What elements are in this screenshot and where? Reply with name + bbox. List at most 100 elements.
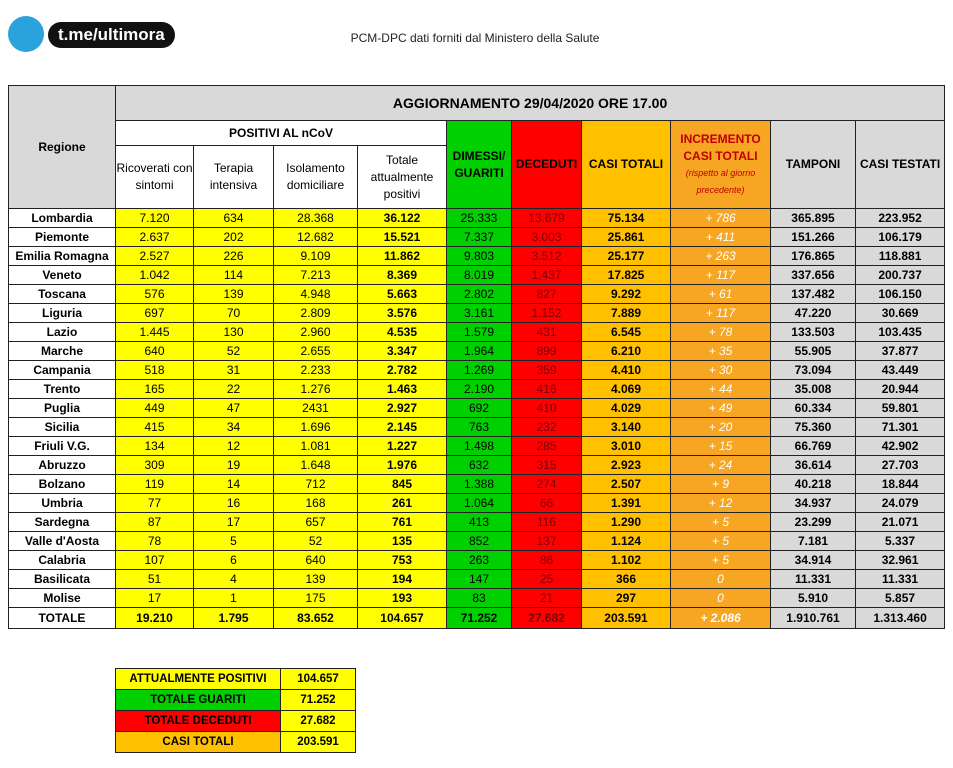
value-cell: 2.190 <box>446 379 512 399</box>
value-cell: 1.388 <box>446 474 512 494</box>
value-cell: 22 <box>193 379 274 399</box>
value-cell: 151.266 <box>770 227 856 247</box>
summary-value: 27.682 <box>280 710 356 732</box>
value-cell: + 24 <box>670 455 771 475</box>
value-cell: 3.010 <box>581 436 671 456</box>
value-cell: 21 <box>511 588 582 608</box>
value-cell: 8.369 <box>357 265 447 285</box>
value-cell: 2.637 <box>115 227 194 247</box>
value-cell: 4.535 <box>357 322 447 342</box>
value-cell: 137 <box>511 531 582 551</box>
region-cell: TOTALE <box>8 607 116 629</box>
table-row: Lazio 1.445 130 2.960 4.535 1.579 431 6.545 + 78… <box>8 322 946 342</box>
region-cell: Molise <box>8 588 116 608</box>
value-cell: + 117 <box>670 303 771 323</box>
value-cell: 2.802 <box>446 284 512 304</box>
region-cell: Puglia <box>8 398 116 418</box>
value-cell: 1.696 <box>273 417 358 437</box>
table-title: AGGIORNAMENTO 29/04/2020 ORE 17.00 <box>114 85 946 121</box>
value-cell: 274 <box>511 474 582 494</box>
value-cell: 4 <box>193 569 274 589</box>
column-header: CASI TOTALI <box>581 120 671 209</box>
data-table: Regione AGGIORNAMENTO 29/04/2020 ORE 17.0… <box>8 85 946 629</box>
value-cell: 5.337 <box>854 531 946 551</box>
value-cell: 25.861 <box>581 227 671 247</box>
value-cell: 5.857 <box>854 588 946 608</box>
column-header: TAMPONI <box>770 120 856 209</box>
value-cell: 1.124 <box>581 531 671 551</box>
value-cell: 34 <box>193 417 274 437</box>
value-cell: 35.008 <box>770 379 856 399</box>
value-cell: 17.825 <box>581 265 671 285</box>
value-cell: 60.334 <box>770 398 856 418</box>
value-cell: 632 <box>446 455 512 475</box>
table-row: Calabria 107 6 640 753 263 86 1.102 + 5 34.914 32.… <box>8 550 946 570</box>
value-cell: 712 <box>273 474 358 494</box>
value-cell: 6.545 <box>581 322 671 342</box>
value-cell: 315 <box>511 455 582 475</box>
value-cell: + 5 <box>670 550 771 570</box>
table-row: Campania 518 31 2.233 2.782 1.269 359 4.410 + 30… <box>8 360 946 380</box>
value-cell: 2.923 <box>581 455 671 475</box>
table-row: TOTALE 19.210 1.795 83.652 104.657 71.252 27.6… <box>8 607 946 629</box>
value-cell: 413 <box>446 512 512 532</box>
region-cell: Friuli V.G. <box>8 436 116 456</box>
region-cell: Toscana <box>8 284 116 304</box>
value-cell: 75.360 <box>770 417 856 437</box>
value-cell: 657 <box>273 512 358 532</box>
column-header: Terapia intensiva <box>193 145 274 209</box>
value-cell: 86 <box>511 550 582 570</box>
value-cell: 3.512 <box>511 246 582 266</box>
value-cell: 55.905 <box>770 341 856 361</box>
value-cell: 25.333 <box>446 208 512 228</box>
value-cell: + 263 <box>670 246 771 266</box>
value-cell: 634 <box>193 208 274 228</box>
region-cell: Bolzano <box>8 474 116 494</box>
value-cell: 137.482 <box>770 284 856 304</box>
value-cell: + 49 <box>670 398 771 418</box>
value-cell: 24.079 <box>854 493 946 513</box>
value-cell: 134 <box>115 436 194 456</box>
region-cell: Calabria <box>8 550 116 570</box>
value-cell: 42.902 <box>854 436 946 456</box>
value-cell: 223.952 <box>854 208 946 228</box>
value-cell: 1.795 <box>193 607 274 629</box>
value-cell: 71.301 <box>854 417 946 437</box>
value-cell: 2.145 <box>357 417 447 437</box>
value-cell: 11.331 <box>854 569 946 589</box>
value-cell: 119 <box>115 474 194 494</box>
value-cell: 77 <box>115 493 194 513</box>
value-cell: 1.910.761 <box>770 607 856 629</box>
value-cell: 1.269 <box>446 360 512 380</box>
value-cell: 4.410 <box>581 360 671 380</box>
value-cell: + 20 <box>670 417 771 437</box>
value-cell: 285 <box>511 436 582 456</box>
value-cell: 106.150 <box>854 284 946 304</box>
telegram-icon <box>8 16 44 52</box>
value-cell: + 786 <box>670 208 771 228</box>
table-row: Basilicata 51 4 139 194 147 25 366 0 11.331 11.331 <box>8 569 946 589</box>
value-cell: 28.368 <box>273 208 358 228</box>
value-cell: 103.435 <box>854 322 946 342</box>
value-cell: 106.179 <box>854 227 946 247</box>
summary-value: 71.252 <box>280 689 356 711</box>
value-cell: 19 <box>193 455 274 475</box>
table-row: Puglia 449 47 2431 2.927 692 410 4.029 + 49 60.33… <box>8 398 946 418</box>
value-cell: 7.120 <box>115 208 194 228</box>
value-cell: 23.299 <box>770 512 856 532</box>
value-cell: 147 <box>446 569 512 589</box>
logo[interactable]: t.me/ultimora <box>48 22 175 48</box>
value-cell: 25 <box>511 569 582 589</box>
value-cell: 692 <box>446 398 512 418</box>
value-cell: 1.445 <box>115 322 194 342</box>
value-cell: 71.252 <box>446 607 512 629</box>
table-row: Emilia Romagna 2.527 226 9.109 11.862 9.803 3.… <box>8 246 946 266</box>
value-cell: 203.591 <box>581 607 671 629</box>
value-cell: 194 <box>357 569 447 589</box>
summary-value: 104.657 <box>280 668 356 690</box>
value-cell: 1.313.460 <box>854 607 946 629</box>
value-cell: + 5 <box>670 512 771 532</box>
value-cell: 25.177 <box>581 246 671 266</box>
region-cell: Marche <box>8 341 116 361</box>
